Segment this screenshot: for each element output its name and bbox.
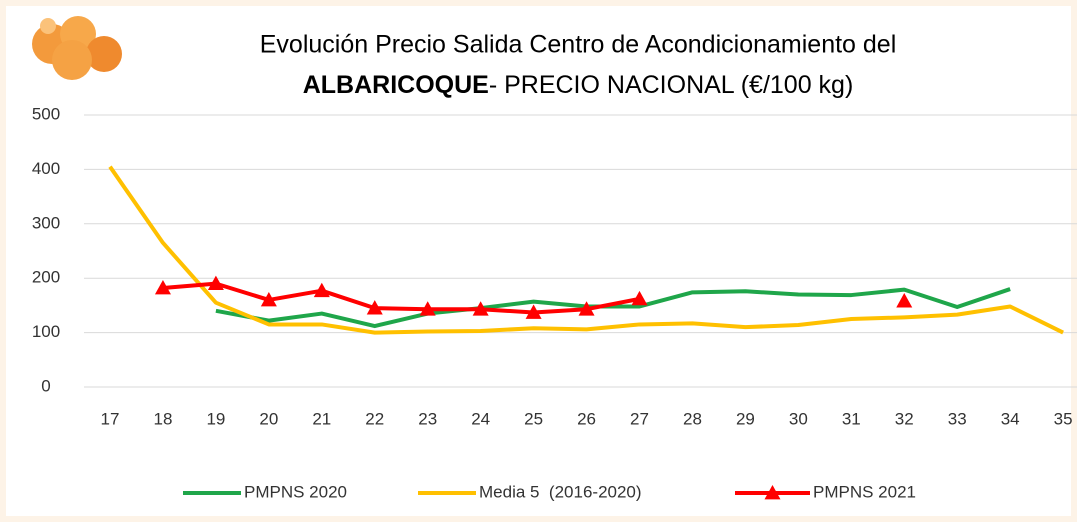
point-marker [366, 300, 383, 315]
x-tick-label: 21 [312, 409, 331, 428]
point-marker [154, 279, 171, 295]
title-bold: ALBARICOQUE [303, 71, 489, 99]
point-marker [313, 282, 330, 298]
legend-label: PMPNS 2021 [813, 482, 916, 501]
x-tick-label: 35 [1054, 409, 1073, 428]
point-marker [578, 301, 595, 316]
y-tick-label: 0 [41, 376, 50, 395]
point-marker [631, 290, 648, 306]
title-rest: - PRECIO NACIONAL (€/100 kg) [489, 71, 853, 99]
x-tick-label: 34 [1001, 409, 1020, 428]
series-line [215, 287, 1011, 329]
x-tick-label: 31 [842, 409, 861, 428]
x-tick-label: 24 [471, 409, 490, 428]
plot-background [6, 6, 1071, 516]
x-tick-label: 28 [683, 409, 702, 428]
y-tick-label: 100 [32, 322, 60, 341]
point-marker [525, 304, 542, 319]
x-tick-label: 29 [736, 409, 755, 428]
chart-title: ALBARICOQUE- PRECIO NACIONAL (€/100 kg) [303, 71, 854, 99]
y-tick-label: 300 [32, 213, 60, 232]
point-marker [419, 301, 436, 316]
x-tick-label: 32 [895, 409, 914, 428]
point-marker [896, 293, 913, 308]
legend-label: Media 5 (2016-2020) [479, 482, 642, 501]
x-tick-label: 17 [101, 409, 120, 428]
x-tick-label: 33 [948, 409, 967, 428]
point-marker [260, 291, 277, 307]
apricot-icon [32, 16, 122, 80]
y-tick-label: 400 [32, 159, 60, 178]
x-tick-label: 25 [524, 409, 543, 428]
series-line [108, 165, 1064, 335]
x-tick-label: 26 [577, 409, 596, 428]
x-tick-label: 30 [789, 409, 808, 428]
x-tick-label: 27 [630, 409, 649, 428]
x-tick-label: 23 [418, 409, 437, 428]
legend-marker [764, 485, 781, 500]
chart-title: Evolución Precio Salida Centro de Acondi… [260, 31, 897, 59]
x-tick-label: 20 [259, 409, 278, 428]
legend-label: PMPNS 2020 [244, 482, 347, 501]
point-marker [472, 301, 489, 316]
x-tick-label: 22 [365, 409, 384, 428]
point-marker [207, 275, 224, 291]
y-tick-label: 200 [32, 268, 60, 287]
x-tick-label: 18 [153, 409, 172, 428]
y-tick-label: 500 [32, 104, 60, 123]
x-tick-label: 19 [206, 409, 225, 428]
